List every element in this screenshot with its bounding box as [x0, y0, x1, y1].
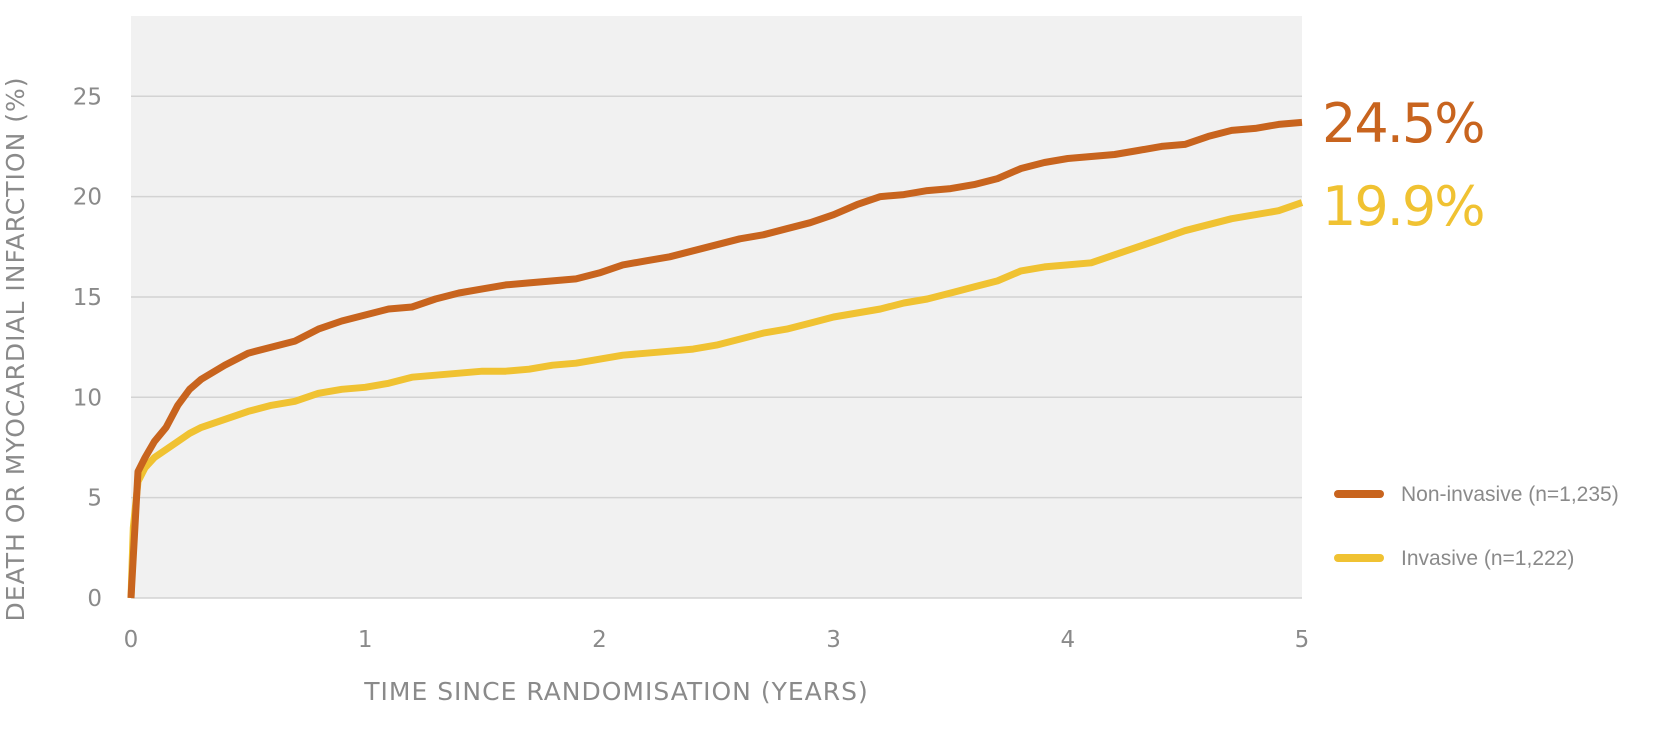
y-axis-title: DEATH OR MYOCARDIAL INFARCTION (%) — [1, 77, 30, 622]
legend-label: Invasive (n=1,222) — [1401, 547, 1574, 570]
y-tick-label: 5 — [87, 486, 102, 512]
gridlines — [131, 95, 1302, 599]
y-tick-label: 10 — [73, 385, 102, 411]
series-line-invasive — [127, 199, 1304, 599]
plot-area — [131, 16, 1302, 598]
legend: Non-invasive (n=1,235) Invasive (n=1,222) — [1334, 483, 1619, 570]
end-value-label: 19.9% — [1322, 175, 1484, 238]
y-tick-label: 25 — [73, 84, 102, 110]
y-tick-label: 20 — [73, 185, 102, 211]
series-lines — [127, 118, 1304, 599]
y-tick-label: 0 — [87, 586, 102, 612]
x-tick-label: 3 — [826, 627, 841, 653]
x-tick-label: 2 — [592, 627, 607, 653]
series-line-non-invasive — [127, 118, 1303, 599]
end-labels: 24.5% 19.9% — [1322, 92, 1486, 238]
legend-label: Non-invasive (n=1,235) — [1401, 483, 1619, 506]
y-axis-ticks: 0 5 10 15 20 25 — [73, 84, 102, 612]
x-tick-label: 0 — [124, 627, 139, 653]
x-axis-title: TIME SINCE RANDOMISATION (YEARS) — [363, 677, 869, 706]
end-value-label: 24.5% — [1322, 92, 1484, 155]
x-axis-ticks: 0 1 2 3 4 5 — [124, 627, 1310, 653]
x-tick-label: 1 — [358, 627, 373, 653]
x-tick-label: 4 — [1060, 627, 1075, 653]
y-tick-label: 15 — [73, 285, 102, 311]
x-tick-label: 5 — [1295, 627, 1310, 653]
